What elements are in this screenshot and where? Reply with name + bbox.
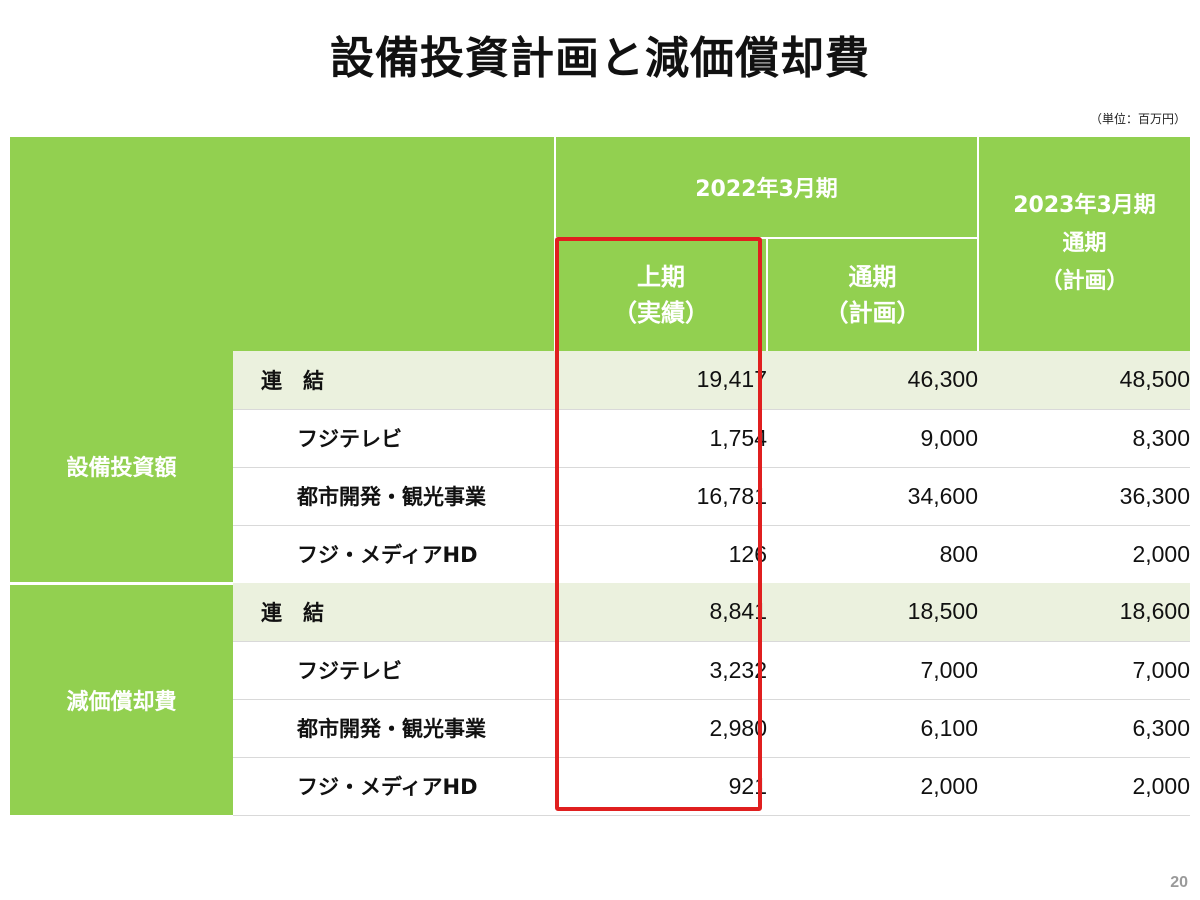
table-row: 設備投資額 連 結 19,417 46,300 48,500 [10,351,1191,585]
table-row: フジ・メディアHD 126 800 2,000 [10,524,1191,583]
cell-full-plan-2023: 18,600 [978,583,1191,641]
cell-h1-actual: 921 [555,756,767,816]
cell-full-plan-2023: 7,000 [978,640,1191,699]
cell-full-plan-2022: 18,500 [767,583,979,641]
cell-full-plan-2022: 800 [767,524,979,583]
section-label-depreciation: 減価償却費 [10,583,233,815]
cell-h1-actual: 3,232 [555,640,767,699]
cell-h1-actual: 19,417 [555,351,767,409]
row-label: フジテレビ [233,640,555,699]
cell-h1-actual: 1,754 [555,408,767,467]
header-fy2023: 2023年3月期 通期 （計画） [977,137,1191,351]
header-full-line2: （計画） [824,299,921,327]
page-number: 20 [1170,874,1188,891]
header-fy2023-line2: 通期 [1062,231,1107,256]
cell-full-plan-2022: 9,000 [767,408,979,467]
table-row: 都市開発・観光事業 2,980 6,100 6,300 [10,698,1191,757]
row-label: 連 結 [233,351,555,409]
header-fy2022-full: 通期 （計画） [765,238,979,351]
cell-full-plan-2023: 48,500 [978,351,1191,409]
header-h1-line2: （実績） [613,299,709,327]
cell-full-plan-2022: 7,000 [767,640,979,699]
header-full-line1: 通期 [848,263,897,291]
table-row: フジテレビ 1,754 9,000 8,300 [10,408,1191,467]
unit-note: （単位：百万円） [1089,112,1186,126]
row-label: 連 結 [233,583,555,641]
section-label-capex: 設備投資額 [10,351,233,585]
cell-full-plan-2023: 6,300 [978,698,1191,757]
cell-h1-actual: 2,980 [555,698,767,757]
cell-full-plan-2023: 2,000 [978,524,1191,583]
cell-h1-actual: 16,781 [555,466,767,525]
row-label: 都市開発・観光事業 [233,698,555,757]
row-label: フジテレビ [233,408,555,467]
header-fy2023-line3: （計画） [1040,269,1129,294]
header-blank-cell [10,137,555,351]
table-row: フジテレビ 3,232 7,000 7,000 [10,640,1191,699]
cell-full-plan-2022: 46,300 [767,351,979,409]
row-label: フジ・メディアHD [233,756,555,816]
header-fy2023-line1: 2023年3月期 [1013,193,1156,218]
header-fy2022: 2022年3月期 [553,137,979,239]
cell-full-plan-2022: 34,600 [767,466,979,525]
table-row: 都市開発・観光事業 16,781 34,600 36,300 [10,466,1191,525]
table-row: 減価償却費 連 結 8,841 18,500 18,600 [10,583,1191,815]
cell-full-plan-2022: 6,100 [767,698,979,757]
cell-h1-actual: 126 [555,524,767,583]
row-label: 都市開発・観光事業 [233,466,555,525]
table-row: フジ・メディアHD 921 2,000 2,000 [10,756,1191,816]
page-title: 設備投資計画と減価償却費 [330,33,870,84]
cell-h1-actual: 8,841 [555,583,767,641]
header-h1-line1: 上期 [637,263,685,291]
header-fy2022-h1: 上期 （実績） [554,238,767,351]
cell-full-plan-2023: 2,000 [978,756,1191,816]
cell-full-plan-2023: 36,300 [978,466,1191,525]
capex-depreciation-table: 2022年3月期 2023年3月期 通期 （計画） 上期 （実績） 通期 （計画… [10,137,1191,816]
cell-full-plan-2022: 2,000 [767,756,979,816]
row-label: フジ・メディアHD [233,524,555,583]
cell-full-plan-2023: 8,300 [978,408,1191,467]
